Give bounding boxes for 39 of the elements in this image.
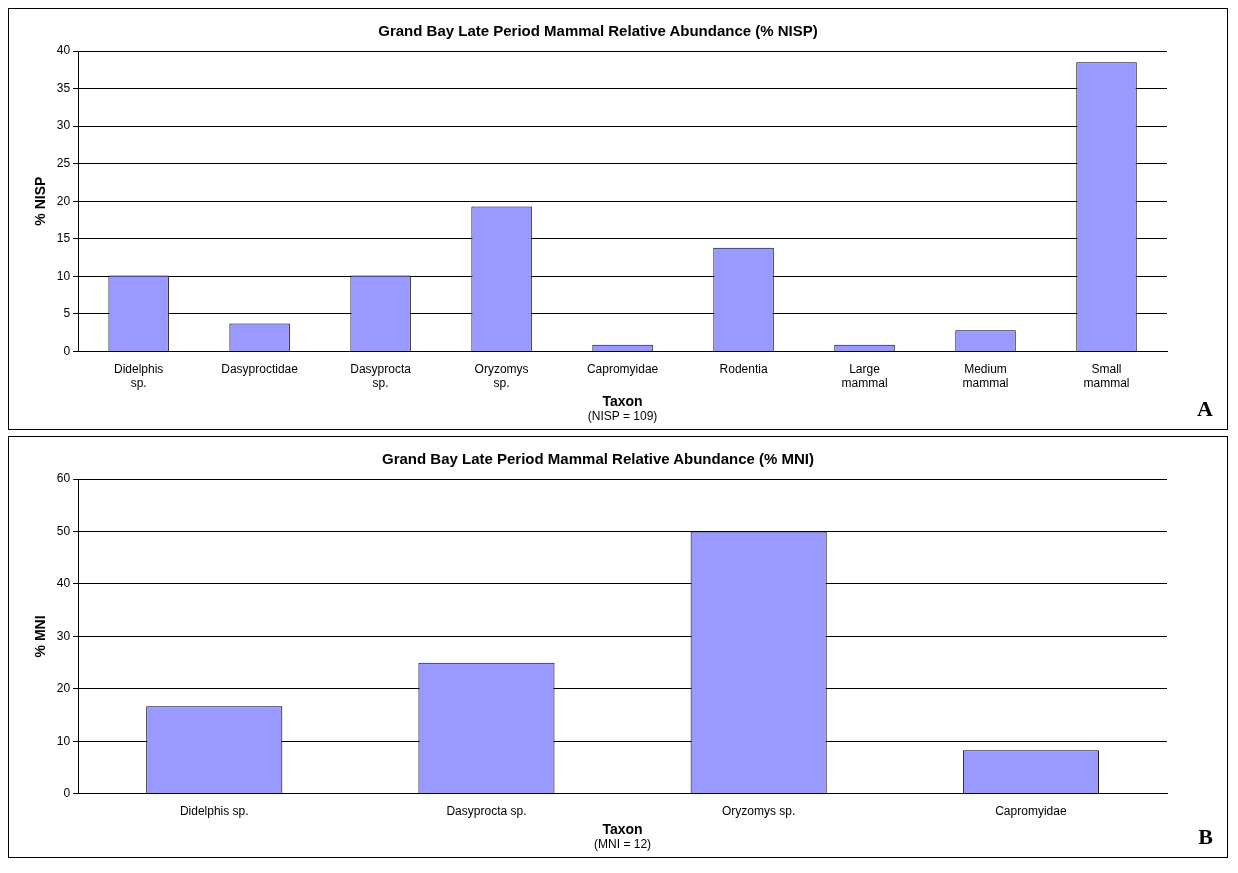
chart-title: Grand Bay Late Period Mammal Relative Abundance (% NISP) xyxy=(378,22,818,40)
y-tick-label: 5 xyxy=(63,306,71,321)
x-tick-label: Dasyproctidae xyxy=(221,361,299,376)
x-tick-label: Rodentia xyxy=(719,361,768,376)
y-tick-label: 10 xyxy=(56,268,71,283)
y-tick-label: 20 xyxy=(56,193,71,208)
x-tick-label: Dasyprocta sp. xyxy=(350,361,412,391)
y-tick-label: 30 xyxy=(56,628,71,643)
y-tick-label: 30 xyxy=(56,118,71,133)
y-tick-label: 40 xyxy=(56,43,71,58)
x-tick-label: Oryzomys sp. xyxy=(474,361,529,391)
y-tick-label: 50 xyxy=(56,523,71,538)
text: (MNI = 12) xyxy=(594,837,652,852)
x-tick-label: Didelphis sp. xyxy=(113,361,164,391)
y-tick-label: 0 xyxy=(63,786,71,801)
x-tick-label: Medium mammal xyxy=(962,361,1009,391)
chart-title: Grand Bay Late Period Mammal Relative Abundance (% MNI) xyxy=(381,450,815,468)
x-axis-title: Taxon xyxy=(602,393,643,410)
y-tick-label: 60 xyxy=(56,471,71,486)
y-axis-title: % MNI xyxy=(32,615,49,658)
text: A xyxy=(1197,395,1214,421)
text: (NISP = 109) xyxy=(587,409,658,424)
text: B xyxy=(1198,823,1214,849)
x-tick-label: Capromyidae xyxy=(995,804,1067,819)
y-tick-label: 35 xyxy=(56,80,71,95)
y-tick-label: 0 xyxy=(63,343,71,358)
y-tick-label: 20 xyxy=(56,681,71,696)
x-tick-label: Oryzomys sp. xyxy=(722,804,796,819)
y-tick-label: 15 xyxy=(56,231,71,246)
x-tick-label: Small mammal xyxy=(1083,361,1130,391)
x-tick-label: Large mammal xyxy=(841,361,888,391)
y-tick-label: 10 xyxy=(56,733,71,748)
y-axis-title: % NISP xyxy=(32,176,49,226)
y-tick-label: 25 xyxy=(56,155,71,170)
x-tick-label: Dasyprocta sp. xyxy=(446,804,527,819)
x-tick-label: Didelphis sp. xyxy=(179,804,249,819)
x-axis-title: Taxon xyxy=(602,821,643,838)
x-tick-label: Capromyidae xyxy=(586,361,659,376)
y-tick-label: 40 xyxy=(56,576,71,591)
